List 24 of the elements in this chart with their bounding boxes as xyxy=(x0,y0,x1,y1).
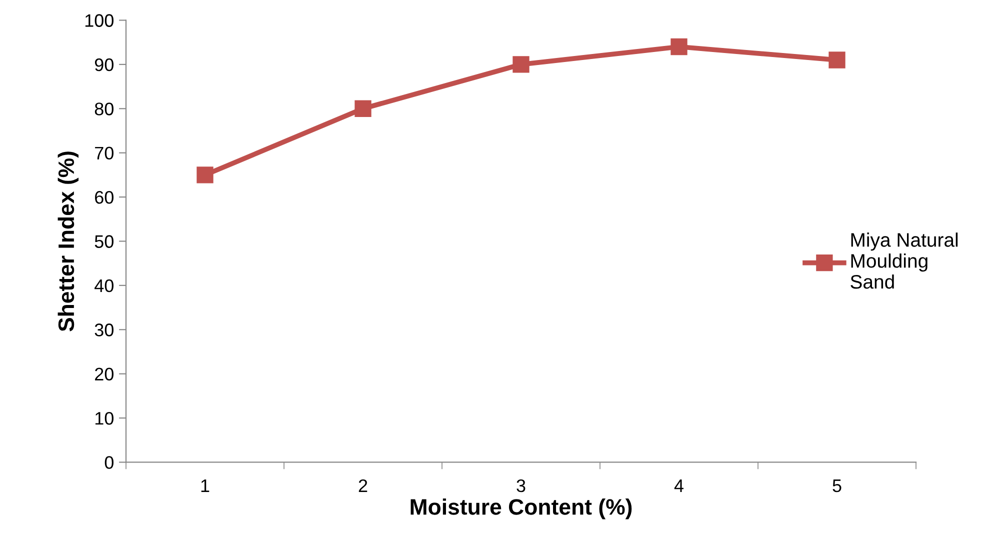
y-tick-label: 10 xyxy=(95,412,114,425)
x-tick-label: 3 xyxy=(516,479,526,492)
y-tick-label: 20 xyxy=(95,368,114,381)
x-axis-title: Moisture Content (%) xyxy=(410,498,632,520)
y-tick-label: 70 xyxy=(95,146,114,160)
x-tick-label: 1 xyxy=(201,480,210,492)
point xyxy=(512,56,530,73)
point xyxy=(196,166,214,184)
y-tick-label: 80 xyxy=(94,102,114,116)
point xyxy=(670,38,688,56)
y-tick-label: 100 xyxy=(85,14,114,27)
point xyxy=(354,100,372,117)
y-tick-label: 90 xyxy=(94,58,114,72)
legend-label: Miya Natural Moulding Sand xyxy=(850,232,958,289)
y-axis-title: Shetter Index (%) xyxy=(58,152,79,332)
y-tick-label: 30 xyxy=(94,324,114,336)
y-tick-label: 50 xyxy=(94,235,114,248)
y-tick-label: 0 xyxy=(104,456,114,469)
x-tick-label: 4 xyxy=(674,480,684,492)
x-tick-label: 5 xyxy=(832,480,842,492)
point xyxy=(828,52,846,68)
y-tick-label: 40 xyxy=(94,279,114,292)
x-tick-label: 2 xyxy=(358,479,368,492)
y-tick-label: 60 xyxy=(95,190,114,204)
